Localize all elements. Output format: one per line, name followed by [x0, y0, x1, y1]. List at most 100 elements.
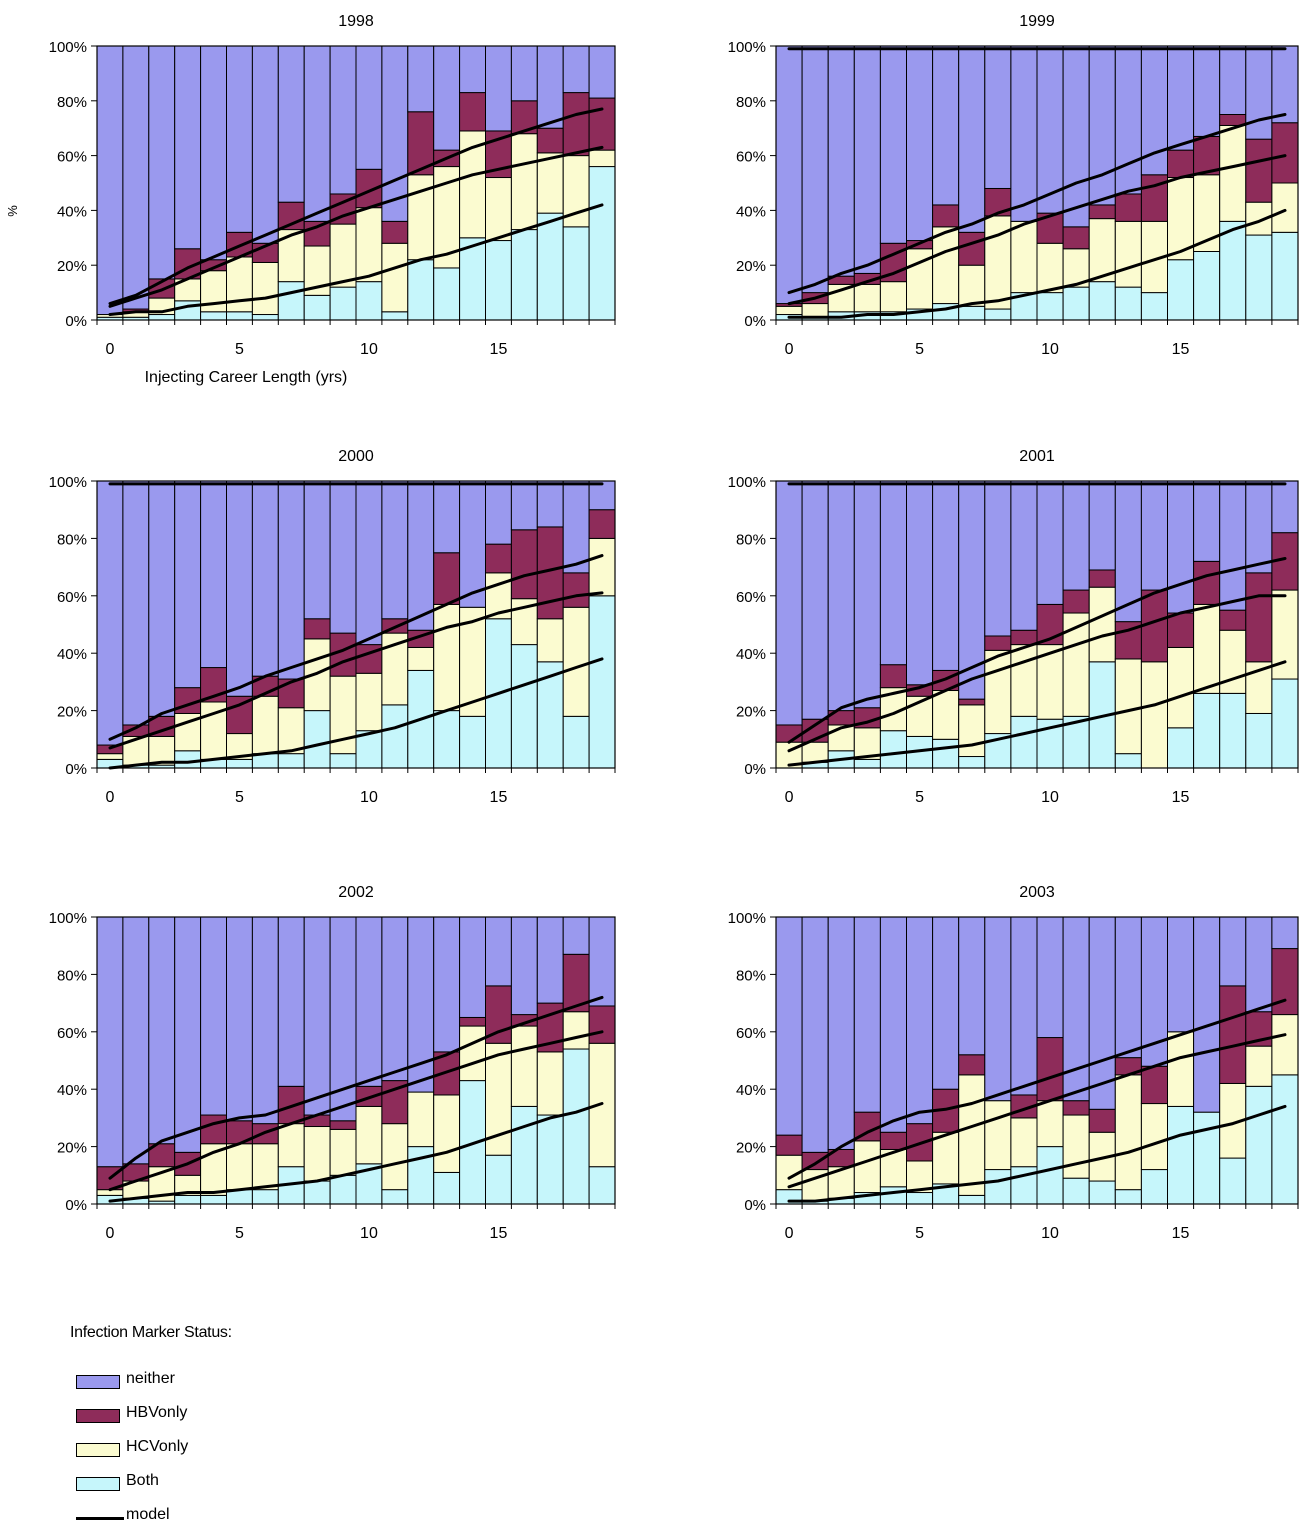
bar-neither-14 — [1140, 480, 1169, 591]
bar-Both-8 — [303, 1180, 331, 1205]
chart-panel-1999: 1999 0% 20% 40% 60% 80% 100% 0 5 10 15 — [728, 13, 1299, 358]
bar-Both-10 — [1036, 292, 1064, 321]
bar-neither-9 — [1010, 916, 1038, 1096]
bar-neither-16 — [1193, 916, 1221, 1113]
bar-neither-13 — [433, 45, 461, 151]
legend-title: Infection Marker Status: — [70, 1324, 232, 1341]
bar-Both-19 — [1271, 1074, 1299, 1205]
bar-Both-10 — [355, 281, 383, 321]
bar-HCVonly-19 — [1271, 182, 1299, 233]
bar-neither-13 — [433, 916, 461, 1053]
y-tick-label: 0% — [65, 1197, 87, 1214]
model-line-1 — [787, 1033, 1287, 1189]
bar-neither-7 — [277, 45, 305, 203]
y-tick-label: 100% — [49, 910, 87, 927]
bar-Both-16 — [1193, 251, 1221, 321]
bar-Both-12 — [407, 259, 435, 321]
bar-neither-2 — [148, 45, 176, 280]
bar-neither-9 — [1010, 480, 1038, 631]
bar-Both-4 — [879, 730, 908, 769]
bar-neither-0 — [96, 916, 124, 1168]
chart-panel-2000: 2000 0% 20% 40% 60% 80% 100% 0 5 10 15 — [49, 448, 616, 806]
bar-neither-8 — [303, 480, 331, 620]
bar-neither-15 — [485, 45, 512, 132]
bar-HCVonly-1 — [801, 741, 829, 763]
bar-neither-18 — [562, 480, 590, 574]
bar-neither-5 — [226, 916, 253, 1122]
bar-HCVonly-5 — [226, 256, 253, 313]
bar-neither-2 — [827, 45, 855, 277]
bar-neither-9 — [329, 45, 357, 195]
bar-HBVonly-12 — [1088, 569, 1116, 588]
bar-neither-8 — [984, 480, 1012, 637]
bar-Both-9 — [329, 753, 357, 769]
bar-HCVonly-16 — [510, 1025, 538, 1107]
bar-neither-1 — [801, 45, 829, 294]
y-tick-label: 20% — [57, 258, 87, 275]
x-tick-label: 5 — [235, 341, 244, 358]
bar-HCVonly-8 — [984, 1100, 1012, 1171]
bar-neither-16 — [510, 916, 538, 1016]
bar-neither-5 — [226, 45, 253, 233]
bar-Both-15 — [1167, 259, 1195, 321]
bar-Both-17 — [1219, 1157, 1247, 1205]
bar-Both-16 — [510, 644, 538, 769]
bar-neither-17 — [1219, 916, 1247, 987]
x-tick-label: 5 — [915, 341, 924, 358]
bar-neither-11 — [381, 916, 409, 1082]
bar-Both-15 — [485, 1154, 512, 1205]
chart-title: 1999 — [1019, 13, 1055, 30]
bar-neither-19 — [588, 916, 616, 1007]
bar-HBVonly-19 — [588, 509, 616, 539]
bar-HBVonly-7 — [958, 698, 986, 706]
y-tick-label: 60% — [736, 589, 766, 606]
chart-panel-2001: 2001 0% 20% 40% 60% 80% 100% 0 5 10 15 — [728, 448, 1299, 806]
bar-neither-1 — [122, 45, 150, 310]
bar-Both-11 — [381, 704, 409, 769]
bar-HCVonly-17 — [536, 152, 564, 214]
bar-neither-1 — [122, 916, 150, 1165]
x-tick-label: 5 — [235, 1225, 244, 1242]
y-tick-label: 0% — [744, 1197, 766, 1214]
bar-HCVonly-14 — [459, 1025, 487, 1082]
bar-Both-12 — [1088, 1180, 1116, 1205]
bar-HBVonly-7 — [958, 231, 986, 266]
bar-neither-2 — [148, 916, 176, 1145]
bar-Both-14 — [459, 237, 487, 321]
model-line-1 — [787, 594, 1287, 753]
bar-neither-6 — [251, 480, 279, 677]
bar-neither-10 — [355, 480, 383, 646]
bar-Both-18 — [562, 1048, 590, 1205]
bar-neither-10 — [1036, 45, 1064, 214]
bar-HBVonly-4 — [200, 1114, 228, 1145]
bar-HCVonly-6 — [932, 690, 960, 740]
x-tick-label: 15 — [1172, 1225, 1190, 1242]
bar-neither-8 — [984, 45, 1012, 189]
bar-neither-11 — [1062, 45, 1090, 228]
bar-HBVonly-9 — [329, 1120, 357, 1130]
y-tick-label: 80% — [736, 94, 766, 111]
bar-Both-15 — [1167, 1105, 1195, 1205]
bar-neither-4 — [200, 916, 228, 1116]
bar-Both-13 — [433, 710, 461, 769]
neither-swatch-icon — [76, 1375, 120, 1389]
y-tick-label: 20% — [736, 704, 766, 721]
bar-HCVonly-4 — [879, 281, 908, 313]
bar-neither-18 — [1245, 916, 1273, 1013]
bar-HCVonly-9 — [329, 1128, 357, 1176]
model-line-1 — [108, 145, 604, 308]
bar-HBVonly-6 — [932, 204, 960, 228]
bar-HBVonly-11 — [1062, 226, 1090, 250]
x-tick-label: 10 — [1041, 1225, 1059, 1242]
y-tick-label: 100% — [49, 474, 87, 491]
bar-neither-18 — [562, 916, 590, 955]
bar-neither-4 — [200, 480, 228, 669]
bar-Both-7 — [277, 753, 305, 769]
bar-neither-8 — [303, 45, 331, 222]
bar-neither-17 — [536, 45, 564, 129]
y-tick-label: 80% — [57, 531, 87, 548]
bar-Both-14 — [459, 715, 487, 769]
bar-Both-13 — [1114, 753, 1142, 769]
bar-HCVonly-9 — [1010, 220, 1038, 294]
bar-Both-9 — [1010, 715, 1038, 769]
